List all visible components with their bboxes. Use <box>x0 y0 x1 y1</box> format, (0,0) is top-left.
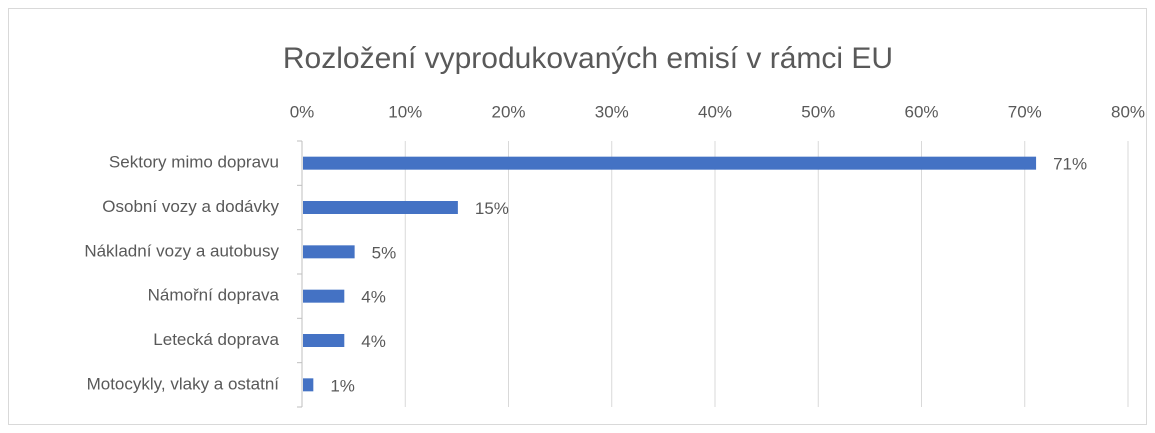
x-tick-label: 30% <box>595 102 629 121</box>
x-tick-label: 20% <box>491 102 525 121</box>
data-label: 5% <box>372 243 397 262</box>
data-label: 4% <box>361 332 386 351</box>
x-tick-label: 50% <box>801 102 835 121</box>
x-tick-label: 0% <box>290 102 315 121</box>
y-tick-label: Osobní vozy a dodávky <box>102 197 279 216</box>
x-tick-label: 80% <box>1111 102 1145 121</box>
bar <box>303 289 345 303</box>
bar <box>303 245 355 259</box>
x-tick-label: 40% <box>698 102 732 121</box>
y-tick-label: Námořní doprava <box>148 286 280 305</box>
x-tick-label: 10% <box>388 102 422 121</box>
bar <box>303 156 1037 170</box>
bar <box>303 378 314 392</box>
bar <box>303 334 345 347</box>
y-tick-label: Sektory mimo dopravu <box>109 153 279 172</box>
chart-border <box>8 8 1147 425</box>
x-tick-label: 60% <box>904 102 938 121</box>
x-tick-label: 70% <box>1008 102 1042 121</box>
y-tick-label: Letecká doprava <box>153 330 279 349</box>
chart-title: Rozložení vyprodukovaných emisí v rámci … <box>283 42 893 75</box>
data-label: 71% <box>1053 155 1087 174</box>
data-label: 15% <box>475 199 509 218</box>
data-label: 4% <box>361 288 386 307</box>
bar <box>303 201 458 214</box>
data-label: 1% <box>330 376 355 395</box>
y-tick-label: Nákladní vozy a autobusy <box>84 241 279 260</box>
y-tick-label: Motocykly, vlaky a ostatní <box>87 374 280 393</box>
